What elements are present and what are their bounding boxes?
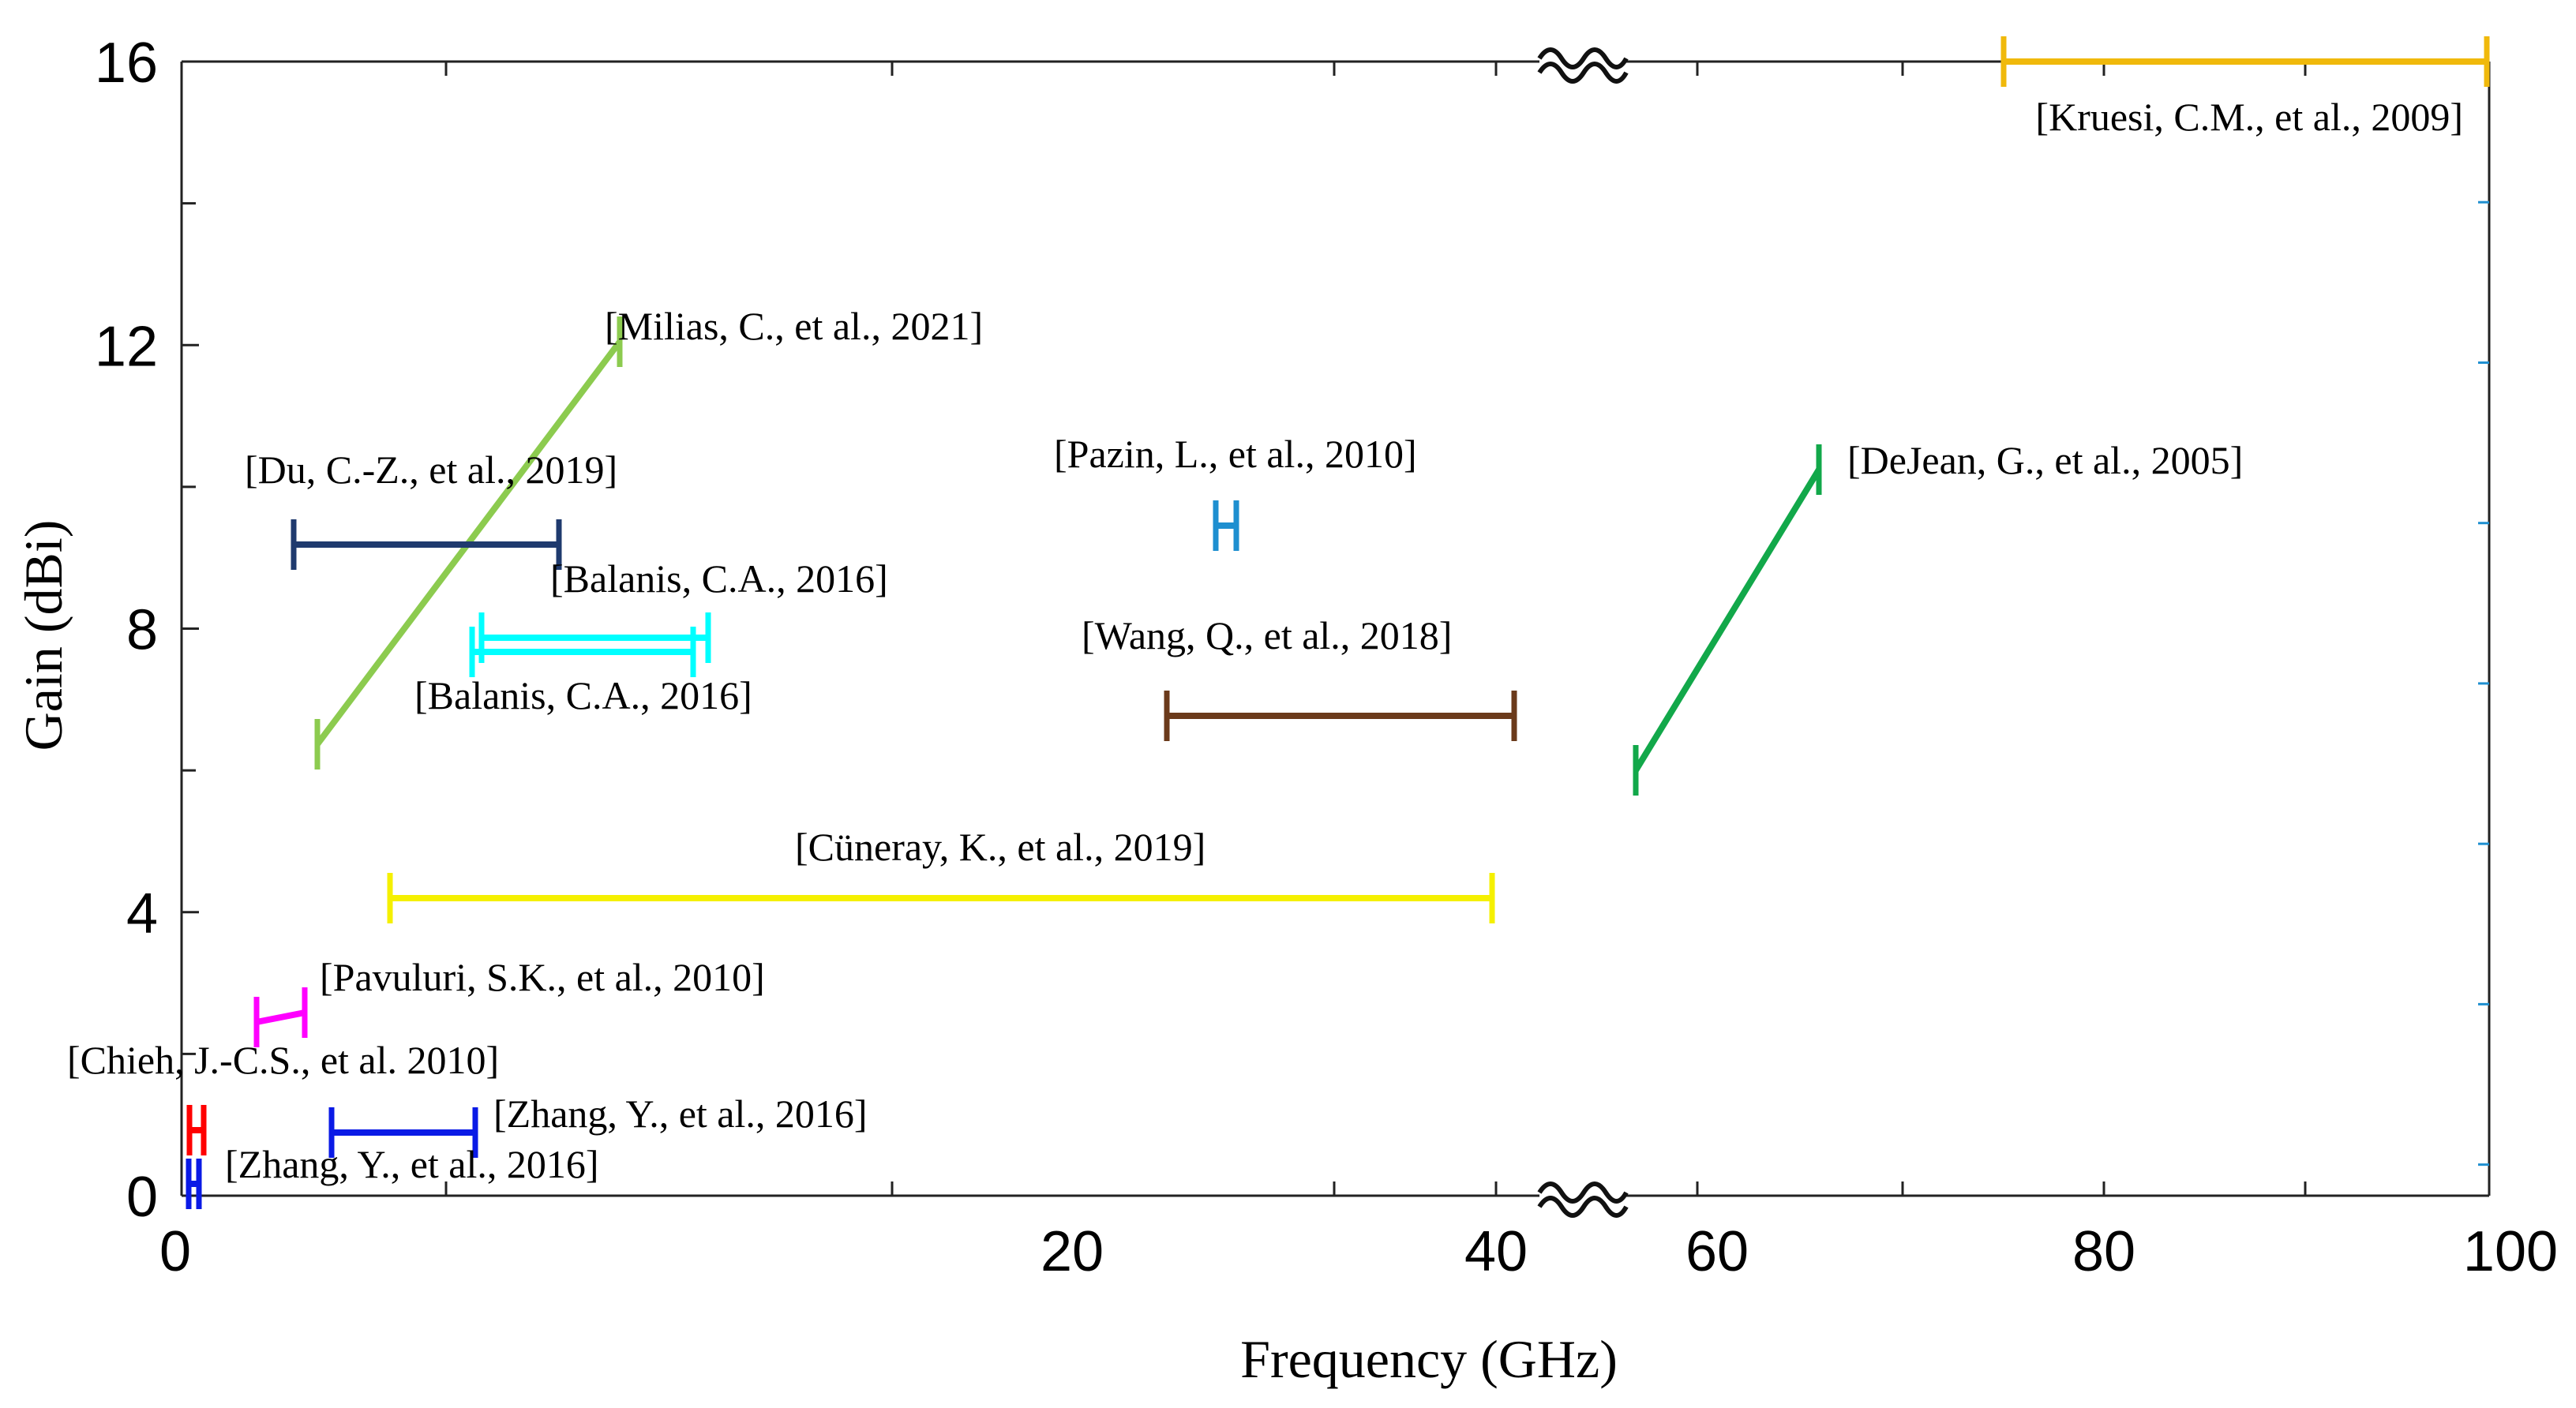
series-labels: [Kruesi, C.M., et al., 2009] [Milias, C.,… bbox=[67, 95, 2463, 1186]
break-wave bbox=[1537, 47, 1629, 69]
series-label: [Pavuluri, S.K., et al., 2010] bbox=[320, 955, 765, 999]
break-wave bbox=[1537, 1181, 1629, 1204]
break-wave bbox=[1537, 1196, 1629, 1218]
series-2 bbox=[291, 519, 562, 570]
y-tick-label: 4 bbox=[126, 882, 158, 946]
series-label: [Zhang, Y., et al., 2016] bbox=[225, 1142, 599, 1186]
x-tick-label: 80 bbox=[2072, 1220, 2135, 1283]
series-line bbox=[256, 1009, 306, 1025]
series-5 bbox=[1213, 500, 1239, 551]
y-tick-label: 8 bbox=[126, 599, 158, 662]
y-axis-title: Gain (dBi) bbox=[13, 520, 73, 751]
series-line bbox=[1633, 467, 1822, 773]
series-9 bbox=[253, 987, 308, 1047]
series-label: [Cüneray, K., et al., 2019] bbox=[795, 825, 1206, 869]
series-label: [Balanis, C.A., 2016] bbox=[550, 556, 888, 601]
break-wave bbox=[1537, 62, 1629, 84]
series-12 bbox=[186, 1159, 202, 1209]
series-label: [Zhang, Y., et al., 2016] bbox=[493, 1092, 868, 1136]
series-11 bbox=[328, 1107, 478, 1158]
y-tick-label: 12 bbox=[95, 315, 158, 378]
y-tick-label: 16 bbox=[95, 32, 158, 95]
x-tick-label: 20 bbox=[1041, 1220, 1104, 1283]
series-8 bbox=[387, 873, 1495, 923]
series-label: [DeJean, G., et al., 2005] bbox=[1847, 438, 2243, 482]
series-label: [Wang, Q., et al., 2018] bbox=[1082, 613, 1452, 657]
series-10 bbox=[186, 1105, 207, 1155]
x-tick-label: 60 bbox=[1685, 1220, 1749, 1283]
series-label: [Du, C.-Z., et al., 2019] bbox=[245, 447, 617, 492]
series-layer bbox=[186, 36, 2490, 1209]
series-0 bbox=[2000, 36, 2490, 87]
x-tick-label: 0 bbox=[159, 1220, 191, 1283]
series-label: [Milias, C., et al., 2021] bbox=[605, 304, 983, 348]
x-tick-label: 100 bbox=[2463, 1220, 2558, 1283]
series-label: [Chieh, J.-C.S., et al. 2010] bbox=[67, 1038, 499, 1082]
axis-ticks: 0 4 8 12 16 0 20 40 60 80 100 bbox=[95, 32, 2558, 1283]
x-axis-title: Frequency (GHz) bbox=[1240, 1329, 1618, 1389]
series-label: [Pazin, L., et al., 2010] bbox=[1054, 432, 1417, 476]
series-label: [Balanis, C.A., 2016] bbox=[414, 673, 752, 717]
series-7 bbox=[1633, 444, 1822, 796]
series-4 bbox=[469, 627, 696, 677]
axis-break-top bbox=[1537, 47, 1629, 84]
axis-break-bottom bbox=[1537, 1181, 1629, 1218]
x-tick-label: 40 bbox=[1464, 1220, 1528, 1283]
series-6 bbox=[1164, 691, 1517, 741]
y-tick-label: 0 bbox=[126, 1166, 158, 1229]
series-label: [Kruesi, C.M., et al., 2009] bbox=[2035, 95, 2463, 139]
series-3 bbox=[478, 612, 711, 663]
